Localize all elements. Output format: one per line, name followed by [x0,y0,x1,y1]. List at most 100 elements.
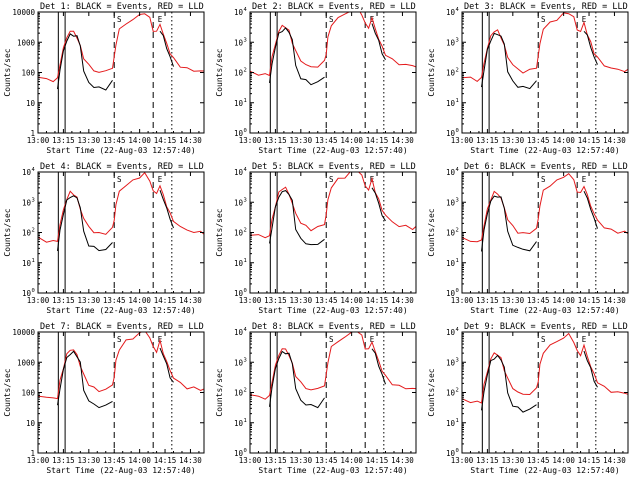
y-tick-exponent: 0 [456,448,459,454]
events-series-line [269,23,386,86]
x-tick-label: 14:15 [366,456,389,465]
lld-series-line [462,332,628,404]
x-tick-label: 14:30 [179,456,202,465]
y-tick-exponent: 3 [244,37,247,43]
y-axis-label: Counts/sec [215,208,224,256]
x-axis-label: Start Time (22-Aug-03 12:57:40) [470,306,619,315]
y-tick-exponent: 2 [456,388,459,394]
x-tick-label: 13:45 [103,456,126,465]
x-tick-label: 13:45 [103,296,126,305]
panel-title: Det 9: BLACK = Events, RED = LLD [464,322,628,332]
x-axis-label: Start Time (22-Aug-03 12:57:40) [46,466,195,475]
x-tick-label: 14:00 [128,136,151,145]
x-tick-label: 13:00 [451,136,474,145]
marker-letter: S [541,15,546,24]
y-tick-exponent: 2 [244,68,247,74]
y-tick-label: 10 [446,289,456,298]
marker-letter: E [158,15,163,24]
x-tick-label: 13:00 [27,136,50,145]
marker-letter: S [117,15,122,24]
x-tick-label: 14:30 [603,136,626,145]
y-tick-label: 10 [234,328,244,337]
x-tick-label: 13:30 [290,456,313,465]
panel-title: Det 6: BLACK = Events, RED = LLD [464,162,628,172]
events-series-line [269,348,386,409]
y-tick-label: 10 [234,99,244,108]
x-tick-label: 14:30 [179,136,202,145]
x-tick-label: 13:15 [264,136,287,145]
y-tick-label: 10 [446,358,456,367]
y-tick-label: 10 [446,328,456,337]
lld-series-line [38,332,204,400]
y-axis-label: Counts/sec [427,368,436,416]
y-axis-label: Counts/sec [3,208,12,256]
y-tick-label: 10 [22,229,32,238]
marker-letter: E [370,335,375,344]
y-axis-label: Counts/sec [215,368,224,416]
x-axis-label: Start Time (22-Aug-03 12:57:40) [258,466,407,475]
y-tick-exponent: 3 [32,197,35,203]
y-tick-exponent: 3 [244,357,247,363]
x-tick-label: 14:00 [128,456,151,465]
x-tick-label: 14:00 [128,296,151,305]
x-axis-label: Start Time (22-Aug-03 12:57:40) [258,146,407,155]
y-tick-exponent: 3 [244,197,247,203]
x-tick-label: 13:15 [264,456,287,465]
x-tick-label: 13:00 [451,456,474,465]
y-tick-exponent: 3 [456,357,459,363]
y-tick-exponent: 2 [456,68,459,74]
events-series-line [57,347,174,409]
y-tick-exponent: 1 [456,258,459,264]
x-tick-label: 14:30 [391,296,414,305]
y-axis-label: Counts/sec [3,48,12,96]
y-tick-exponent: 0 [244,448,247,454]
x-tick-label: 14:30 [179,296,202,305]
y-tick-exponent: 0 [244,128,247,134]
x-tick-label: 13:00 [239,136,262,145]
events-series-line [481,30,598,90]
x-tick-label: 14:30 [603,456,626,465]
marker-letter: S [541,175,546,184]
x-tick-label: 13:15 [264,296,287,305]
lld-series-line [462,12,628,83]
x-axis-label: Start Time (22-Aug-03 12:57:40) [46,306,195,315]
lld-series-line [462,173,628,243]
y-tick-exponent: 0 [456,288,459,294]
y-tick-exponent: 4 [32,167,36,173]
marker-letter: S [541,335,546,344]
marker-letter: E [582,15,587,24]
x-tick-label: 13:15 [52,456,75,465]
y-tick-label: 10 [234,289,244,298]
y-tick-exponent: 4 [456,167,460,173]
x-tick-label: 13:15 [52,136,75,145]
y-tick-label: 10 [446,198,456,207]
y-tick-label: 10 [22,289,32,298]
x-tick-label: 14:15 [154,136,177,145]
x-tick-label: 13:30 [290,136,313,145]
events-series-line [57,190,174,252]
y-tick-label: 10 [26,99,36,108]
y-tick-label: 10 [234,38,244,47]
x-tick-label: 13:15 [52,296,75,305]
lld-series-line [250,172,416,239]
x-tick-label: 13:30 [78,456,101,465]
x-tick-label: 13:30 [502,456,525,465]
x-tick-label: 14:15 [578,456,601,465]
x-tick-label: 13:00 [27,456,50,465]
x-tick-label: 14:00 [552,296,575,305]
y-tick-exponent: 2 [32,228,35,234]
x-tick-label: 13:00 [451,296,474,305]
marker-letter: S [329,335,334,344]
panel-title: Det 4: BLACK = Events, RED = LLD [40,162,204,172]
x-tick-label: 13:00 [239,456,262,465]
y-tick-label: 10 [234,229,244,238]
events-series-line [269,187,386,246]
x-tick-label: 14:15 [154,456,177,465]
y-tick-exponent: 1 [456,418,459,424]
